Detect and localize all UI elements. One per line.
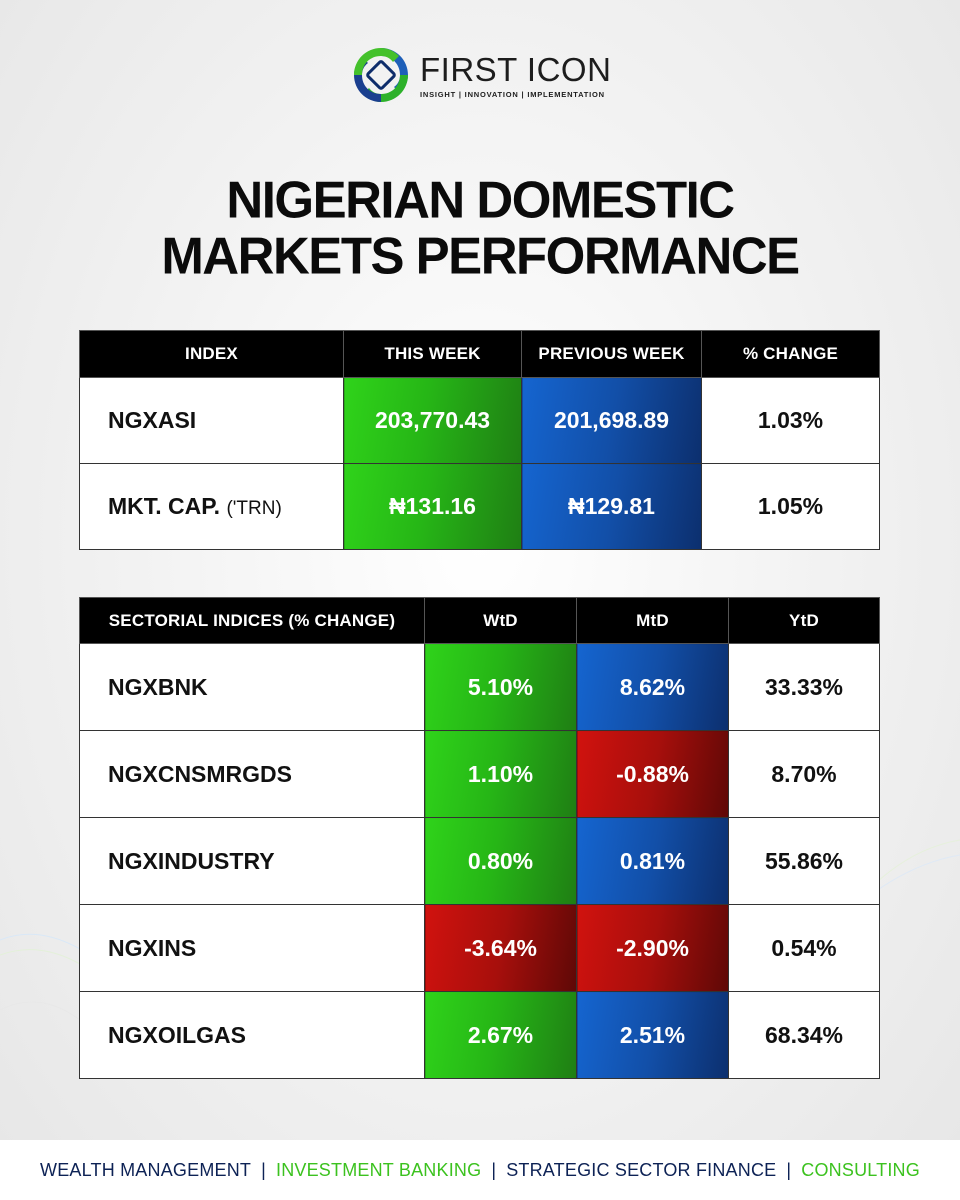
footer-item-wealth-management: WEALTH MANAGEMENT — [40, 1159, 252, 1180]
brand-name: FIRST ICON — [420, 50, 612, 88]
ytd-value: 8.70% — [728, 730, 880, 818]
footer-item-consulting: CONSULTING — [801, 1159, 920, 1180]
index-name-cell: MKT. CAP. ('TRN) — [79, 463, 344, 550]
header-this-week: THIS WEEK — [343, 330, 522, 378]
index-name: MKT. CAP. — [108, 493, 221, 519]
index-name: NGXASI — [79, 377, 344, 464]
wtd-value: 0.80% — [424, 817, 577, 905]
footer-item-strategic-sector-finance: STRATEGIC SECTOR FINANCE — [506, 1159, 777, 1180]
ytd-value: 68.34% — [728, 991, 880, 1079]
brand-tagline: INSIGHT | INNOVATION | IMPLEMENTATION — [420, 89, 605, 99]
header-mtd: MtD — [576, 597, 729, 644]
table-row: NGXOILGAS 2.67% 2.51% 68.34% — [79, 991, 880, 1079]
table-row: NGXINDUSTRY 0.80% 0.81% 55.86% — [79, 817, 880, 905]
percent-change-value: 1.03% — [701, 377, 880, 464]
page-title-line-1: NIGERIAN DOMESTIC — [226, 170, 735, 229]
footer-separator: | — [491, 1159, 497, 1180]
table-header-row: SECTORIAL INDICES (% CHANGE) WtD MtD YtD — [79, 597, 880, 644]
table-row: NGXBNK 5.10% 8.62% 33.33% — [79, 643, 880, 731]
wtd-value: 5.10% — [424, 643, 577, 731]
footer-separator: | — [261, 1159, 266, 1180]
table-header-row: INDEX THIS WEEK PREVIOUS WEEK % CHANGE — [79, 330, 880, 378]
sector-index-name: NGXINS — [79, 904, 425, 992]
unit-label: ('TRN) — [226, 498, 282, 519]
sector-index-name: NGXBNK — [79, 643, 425, 731]
previous-week-value: ₦129.81 — [521, 463, 702, 550]
table-row: NGXINS -3.64% -2.90% 0.54% — [79, 904, 880, 992]
footer-item-investment-banking: INVESTMENT BANKING — [276, 1159, 482, 1180]
mtd-value: -2.90% — [576, 904, 729, 992]
header-previous-week: PREVIOUS WEEK — [521, 330, 702, 378]
header-wtd: WtD — [424, 597, 577, 644]
percent-change-value: 1.05% — [701, 463, 880, 550]
header-index: INDEX — [79, 330, 344, 378]
sector-index-name: NGXCNSMRGDS — [79, 730, 425, 818]
ytd-value: 0.54% — [728, 904, 880, 992]
table-row: NGXCNSMRGDS 1.10% -0.88% 8.70% — [79, 730, 880, 818]
previous-week-value: 201,698.89 — [521, 377, 702, 464]
sector-index-name: NGXOILGAS — [79, 991, 425, 1079]
table-row: MKT. CAP. ('TRN) ₦131.16 ₦129.81 1.05% — [79, 463, 880, 550]
ytd-value: 33.33% — [728, 643, 880, 731]
header-ytd: YtD — [728, 597, 880, 644]
sector-index-name: NGXINDUSTRY — [79, 817, 425, 905]
page-title-line-2: MARKETS PERFORMANCE — [161, 226, 800, 285]
footer-services: WEALTH MANAGEMENT | INVESTMENT BANKING |… — [0, 1140, 960, 1200]
mtd-value: 2.51% — [576, 991, 729, 1079]
mtd-value: 0.81% — [576, 817, 729, 905]
first-icon-logo-icon — [354, 48, 408, 102]
page-title: NIGERIAN DOMESTIC MARKETS PERFORMANCE — [0, 170, 960, 285]
wtd-value: 1.10% — [424, 730, 577, 818]
sectorial-indices-table: SECTORIAL INDICES (% CHANGE) WtD MtD YtD… — [79, 597, 880, 1079]
mtd-value: -0.88% — [576, 730, 729, 818]
this-week-value: 203,770.43 — [343, 377, 522, 464]
wtd-value: 2.67% — [424, 991, 577, 1079]
header-percent-change: % CHANGE — [701, 330, 880, 378]
table-row: NGXASI 203,770.43 201,698.89 1.03% — [79, 377, 880, 464]
mtd-value: 8.62% — [576, 643, 729, 731]
market-performance-table: INDEX THIS WEEK PREVIOUS WEEK % CHANGE N… — [79, 330, 880, 550]
brand-logo: FIRST ICON INSIGHT | INNOVATION | IMPLEM… — [350, 42, 620, 108]
header-sectorial-indices: SECTORIAL INDICES (% CHANGE) — [79, 597, 425, 644]
footer-separator: | — [786, 1159, 792, 1180]
wtd-value: -3.64% — [424, 904, 577, 992]
this-week-value: ₦131.16 — [343, 463, 522, 550]
ytd-value: 55.86% — [728, 817, 880, 905]
